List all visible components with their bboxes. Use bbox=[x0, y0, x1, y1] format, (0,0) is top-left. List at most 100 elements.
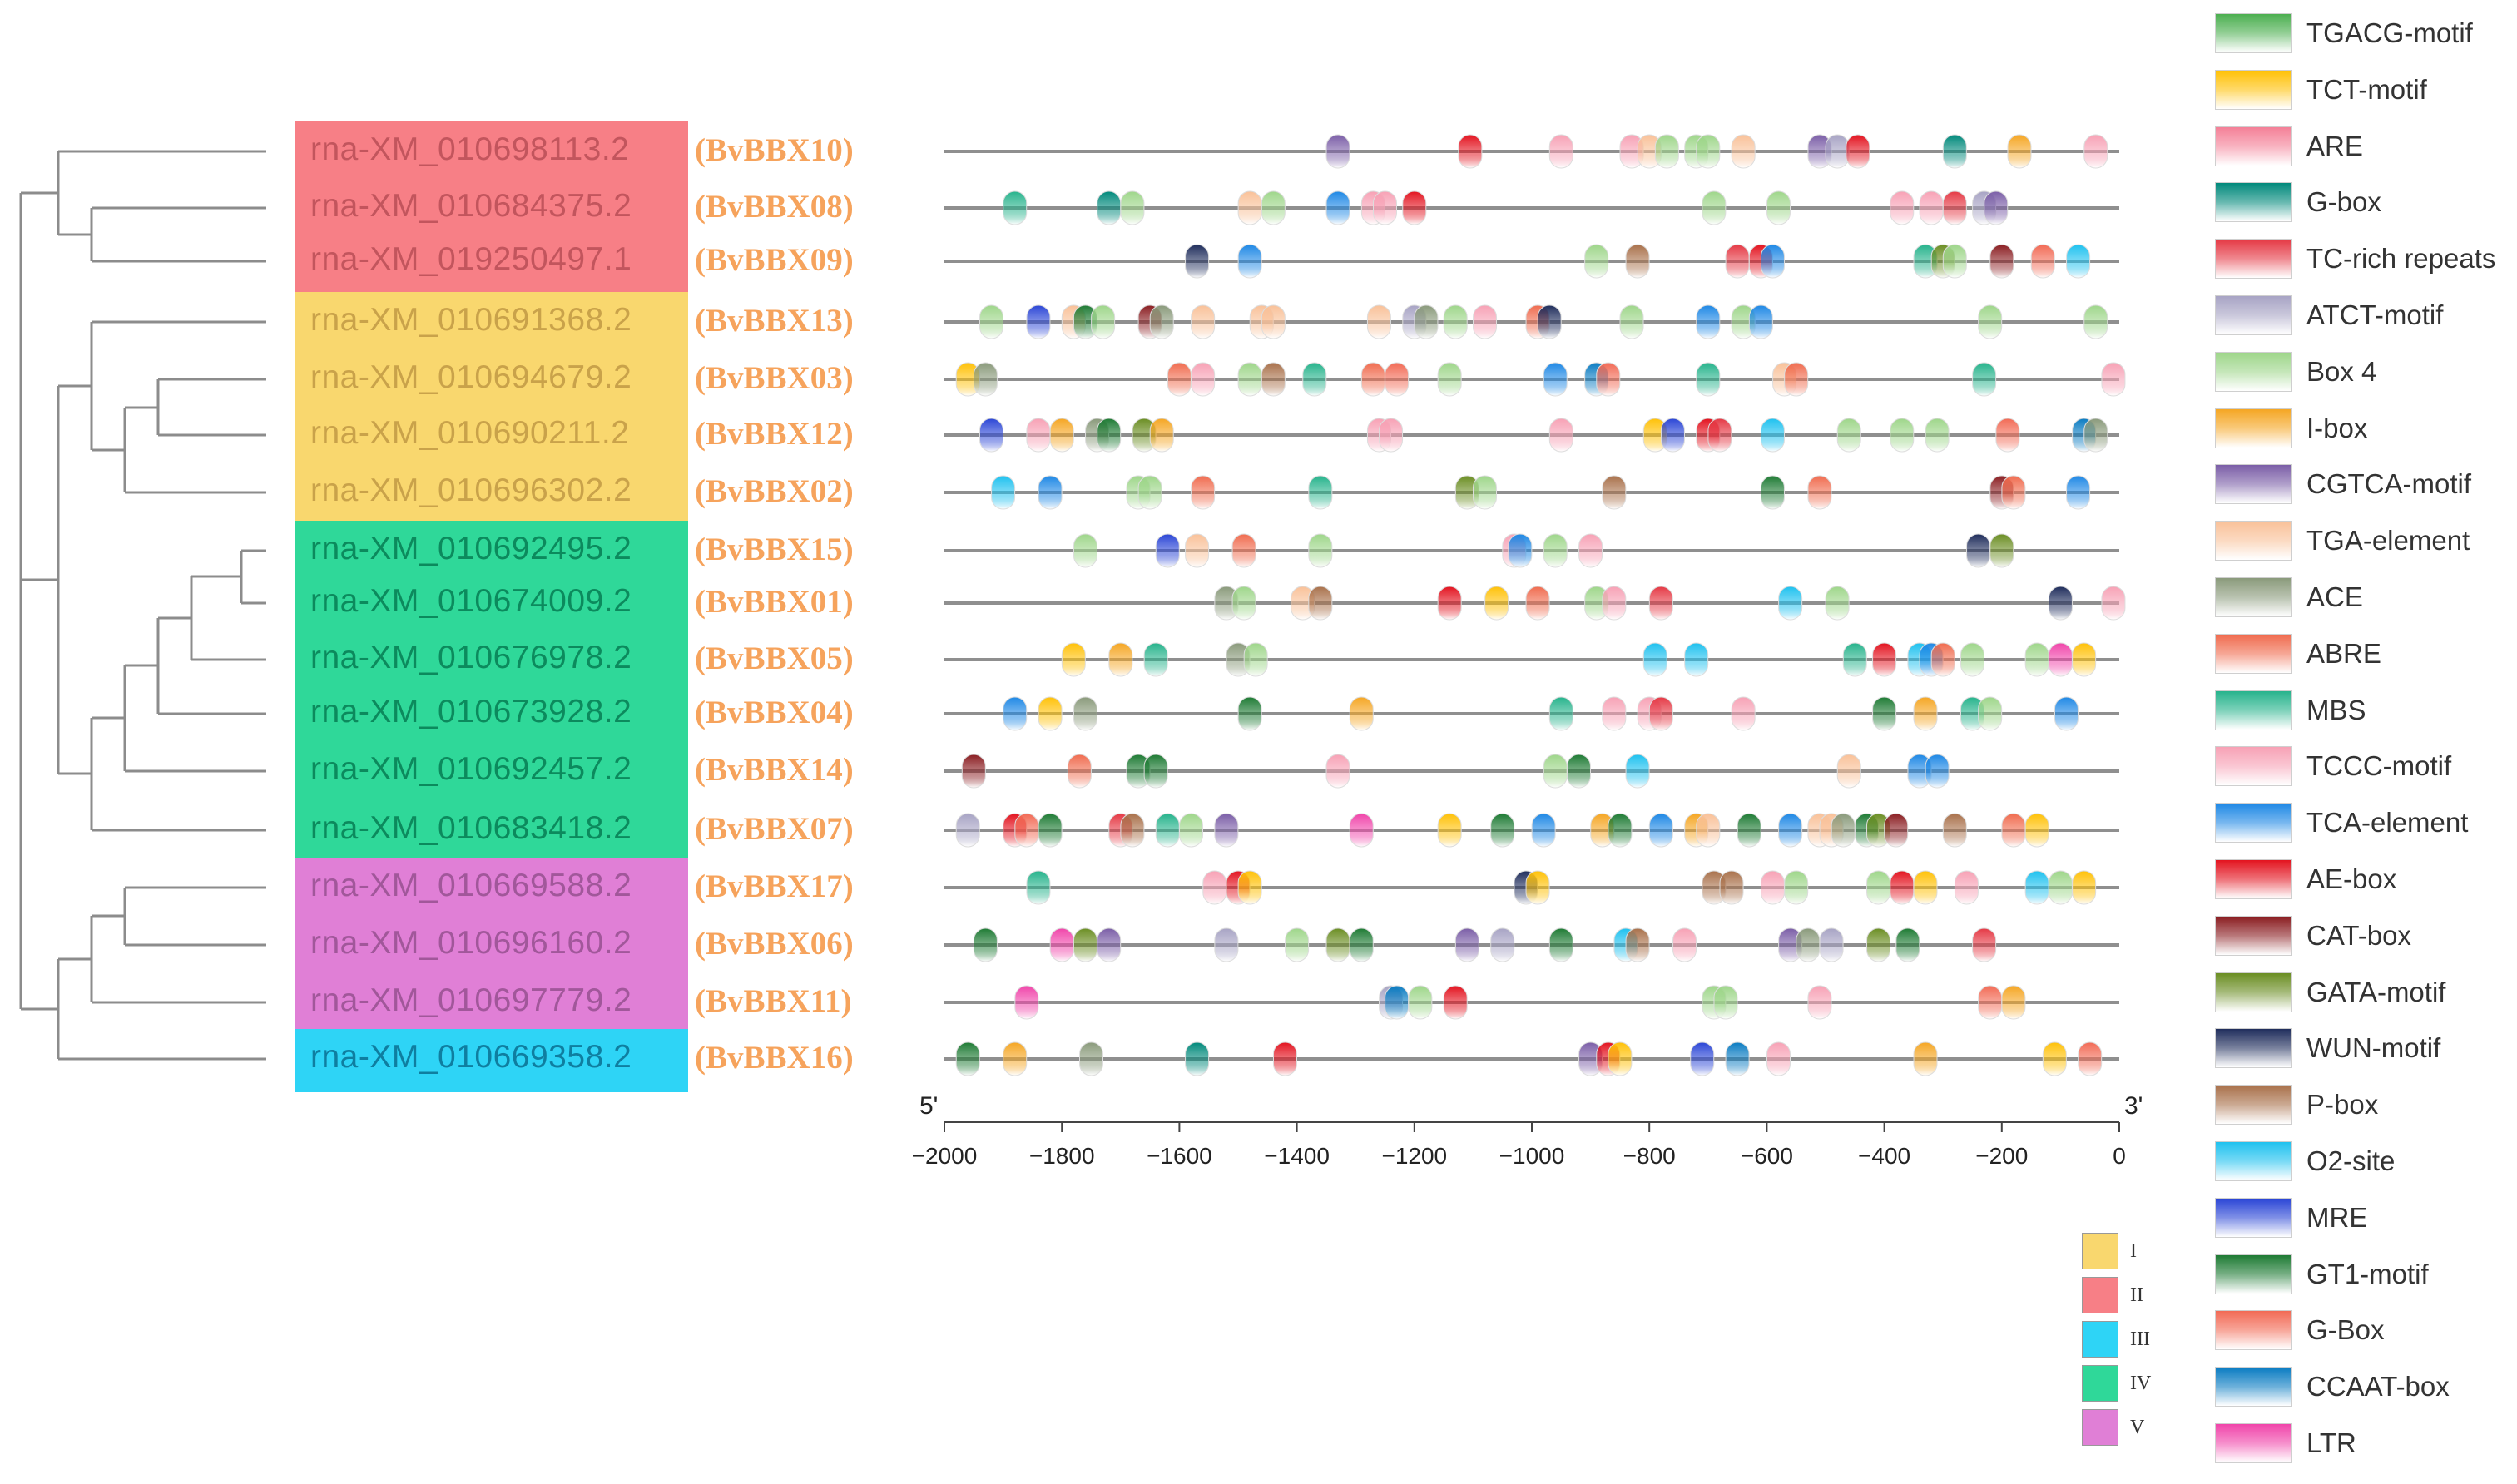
motif-mark bbox=[1625, 244, 1650, 279]
legend-label: I-box bbox=[2306, 412, 2368, 443]
motif-mark bbox=[1831, 813, 1856, 848]
motif-mark bbox=[1143, 754, 1168, 789]
legend-swatch bbox=[2215, 633, 2292, 674]
legend-item: P-box bbox=[2215, 1083, 2515, 1135]
sequence-id-label: rna-XM_010669358.2 bbox=[310, 1039, 632, 1075]
x-axis-tick-label: −400 bbox=[1858, 1143, 1910, 1169]
motif-mark bbox=[1191, 475, 1216, 510]
subfamily-swatch bbox=[2082, 1409, 2118, 1446]
motif-mark bbox=[1696, 813, 1721, 848]
motif-distribution-plot: −2000 −1800 −1600 −1400 −1200 −1000 −800 −600 −4… bbox=[912, 134, 2143, 1169]
motif-mark bbox=[1014, 985, 1039, 1020]
motif-mark bbox=[1696, 362, 1721, 397]
motif-mark bbox=[1608, 813, 1633, 848]
motif-mark bbox=[1191, 304, 1216, 339]
motif-mark bbox=[1097, 190, 1122, 225]
motif-mark bbox=[1325, 928, 1350, 962]
legend-item: ACE bbox=[2215, 576, 2515, 627]
subfamily-swatch bbox=[2082, 1321, 2118, 1358]
motif-mark bbox=[1866, 870, 1891, 905]
motif-mark bbox=[1942, 134, 1967, 169]
motif-mark bbox=[1137, 475, 1162, 510]
motif-mark bbox=[955, 1041, 980, 1076]
gene-name-label: (BvBBX17) bbox=[695, 868, 854, 904]
sequence-id-label: rna-XM_010692457.2 bbox=[310, 751, 632, 787]
gene-name-label: (BvBBX09) bbox=[695, 242, 854, 278]
legend-swatch bbox=[2215, 1197, 2292, 1238]
motif-mark bbox=[1654, 134, 1679, 169]
motif-mark bbox=[1548, 928, 1573, 962]
legend-swatch bbox=[2215, 1141, 2292, 1181]
sequence-id-label: rna-XM_010683418.2 bbox=[310, 810, 632, 846]
legend-swatch bbox=[2215, 859, 2292, 899]
motif-mark bbox=[2048, 642, 2073, 677]
legend-item: LTR bbox=[2215, 1422, 2515, 1473]
motif-mark bbox=[2042, 1041, 2067, 1076]
motif-mark bbox=[1978, 985, 2003, 1020]
motif-mark bbox=[1026, 304, 1051, 339]
motif-mark bbox=[1097, 418, 1122, 453]
legend-swatch bbox=[2215, 13, 2292, 53]
gene-name-label: (BvBBX12) bbox=[695, 416, 854, 452]
subfamily-key-item: V bbox=[2082, 1409, 2173, 1447]
motif-mark bbox=[1014, 813, 1039, 848]
motif-mark bbox=[973, 928, 998, 962]
motif-mark bbox=[1049, 418, 1074, 453]
motif-mark bbox=[1966, 533, 1991, 568]
subfamily-label: V bbox=[2130, 1417, 2145, 1438]
legend-item: CAT-box bbox=[2215, 914, 2515, 966]
motif-mark bbox=[2072, 642, 2097, 677]
motif-mark bbox=[1366, 304, 1391, 339]
motif-mark bbox=[1261, 190, 1286, 225]
motif-mark bbox=[2101, 586, 2126, 621]
sequence-id-label: rna-XM_010673928.2 bbox=[310, 694, 632, 730]
motif-mark bbox=[1942, 244, 1967, 279]
motif-mark bbox=[2083, 304, 2108, 339]
motif-mark bbox=[1308, 475, 1333, 510]
legend-swatch bbox=[2215, 1310, 2292, 1351]
motif-mark bbox=[1385, 985, 1410, 1020]
motif-mark bbox=[1954, 870, 1979, 905]
motif-mark bbox=[1825, 586, 1850, 621]
legend-label: AE-box bbox=[2306, 863, 2397, 894]
motif-mark bbox=[1846, 134, 1870, 169]
x-axis-tick-label: 0 bbox=[2113, 1143, 2126, 1169]
motif-mark bbox=[1402, 190, 1427, 225]
x-axis-tick-label: −1600 bbox=[1147, 1143, 1212, 1169]
motif-mark bbox=[1890, 418, 1915, 453]
legend-item: TCT-motif bbox=[2215, 68, 2515, 120]
legend-label: CGTCA-motif bbox=[2306, 468, 2471, 500]
sequence-id-label: rna-XM_010696302.2 bbox=[310, 472, 632, 508]
gene-name-label: (BvBBX10) bbox=[695, 132, 854, 168]
motif-mark bbox=[1619, 304, 1644, 339]
legend-swatch bbox=[2215, 1028, 2292, 1069]
subfamily-key-item: II bbox=[2082, 1277, 2173, 1315]
motif-mark bbox=[2066, 244, 2091, 279]
motif-mark bbox=[2024, 642, 2049, 677]
legend-swatch bbox=[2215, 239, 2292, 279]
x-axis-tick-label: −1000 bbox=[1499, 1143, 1565, 1169]
motif-mark bbox=[1778, 813, 1803, 848]
motif-mark bbox=[1737, 813, 1761, 848]
motif-mark bbox=[1760, 475, 1785, 510]
five-prime-label: 5' bbox=[919, 1092, 938, 1120]
legend-label: ATCT-motif bbox=[2306, 299, 2444, 330]
motif-mark bbox=[1713, 985, 1738, 1020]
motif-mark bbox=[1231, 533, 1256, 568]
motif-mark bbox=[1473, 475, 1498, 510]
motif-mark bbox=[1349, 928, 1374, 962]
legend-swatch bbox=[2215, 126, 2292, 166]
legend-item: TCA-element bbox=[2215, 801, 2515, 853]
legend-item: O2-site bbox=[2215, 1140, 2515, 1191]
motif-mark bbox=[991, 475, 1016, 510]
subfamily-label: II bbox=[2130, 1284, 2143, 1306]
gene-name-label: (BvBBX01) bbox=[695, 584, 854, 620]
motif-mark bbox=[1890, 190, 1915, 225]
motif-mark bbox=[1097, 928, 1122, 962]
motif-mark bbox=[1073, 696, 1097, 731]
motif-mark bbox=[1285, 928, 1310, 962]
sequence-id-label: rna-XM_019250497.1 bbox=[310, 241, 632, 277]
legend-label: CCAAT-box bbox=[2306, 1371, 2450, 1402]
legend-swatch bbox=[2215, 521, 2292, 561]
legend-swatch bbox=[2215, 408, 2292, 448]
